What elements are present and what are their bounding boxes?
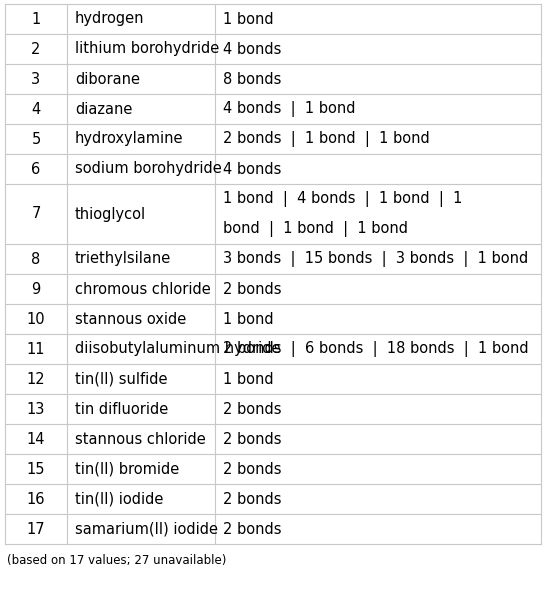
Text: 4 bonds  |  1 bond: 4 bonds | 1 bond — [223, 101, 355, 117]
Text: 5: 5 — [31, 131, 40, 146]
Text: 2 bonds: 2 bonds — [223, 522, 282, 537]
Text: 6: 6 — [31, 162, 40, 177]
Text: 8: 8 — [31, 252, 40, 266]
Text: bond  |  1 bond  |  1 bond: bond | 1 bond | 1 bond — [223, 221, 408, 237]
Text: 2: 2 — [31, 42, 41, 56]
Text: tin(II) sulfide: tin(II) sulfide — [75, 371, 168, 387]
Text: tin difluoride: tin difluoride — [75, 402, 168, 416]
Text: 1 bond: 1 bond — [223, 312, 274, 327]
Text: 2 bonds: 2 bonds — [223, 402, 282, 416]
Text: sodium borohydride: sodium borohydride — [75, 162, 222, 177]
Text: 1: 1 — [31, 11, 40, 27]
Text: 7: 7 — [31, 206, 41, 221]
Text: 4 bonds: 4 bonds — [223, 162, 281, 177]
Text: 9: 9 — [31, 281, 40, 296]
Text: stannous oxide: stannous oxide — [75, 312, 186, 327]
Text: 2 bonds: 2 bonds — [223, 281, 282, 296]
Text: 1 bond: 1 bond — [223, 11, 274, 27]
Text: stannous chloride: stannous chloride — [75, 431, 206, 446]
Text: 16: 16 — [27, 491, 45, 506]
Text: 8 bonds: 8 bonds — [223, 71, 281, 87]
Text: hydroxylamine: hydroxylamine — [75, 131, 183, 146]
Text: 3 bonds  |  15 bonds  |  3 bonds  |  1 bond: 3 bonds | 15 bonds | 3 bonds | 1 bond — [223, 251, 528, 267]
Text: 13: 13 — [27, 402, 45, 416]
Text: chromous chloride: chromous chloride — [75, 281, 211, 296]
Text: hydrogen: hydrogen — [75, 11, 145, 27]
Text: diisobutylaluminum hydride: diisobutylaluminum hydride — [75, 341, 281, 356]
Text: lithium borohydride: lithium borohydride — [75, 42, 219, 56]
Text: 2 bonds  |  6 bonds  |  18 bonds  |  1 bond: 2 bonds | 6 bonds | 18 bonds | 1 bond — [223, 341, 529, 357]
Text: 4: 4 — [31, 102, 40, 117]
Text: 2 bonds: 2 bonds — [223, 462, 282, 477]
Text: 3: 3 — [32, 71, 40, 87]
Text: 14: 14 — [27, 431, 45, 446]
Text: diazane: diazane — [75, 102, 132, 117]
Text: 11: 11 — [27, 341, 45, 356]
Text: triethylsilane: triethylsilane — [75, 252, 171, 266]
Text: diborane: diborane — [75, 71, 140, 87]
Text: tin(II) bromide: tin(II) bromide — [75, 462, 179, 477]
Text: 2 bonds: 2 bonds — [223, 491, 282, 506]
Text: 2 bonds  |  1 bond  |  1 bond: 2 bonds | 1 bond | 1 bond — [223, 131, 430, 147]
Text: 1 bond  |  4 bonds  |  1 bond  |  1: 1 bond | 4 bonds | 1 bond | 1 — [223, 191, 462, 207]
Text: 10: 10 — [27, 312, 45, 327]
Text: 15: 15 — [27, 462, 45, 477]
Text: 17: 17 — [27, 522, 45, 537]
Text: 1 bond: 1 bond — [223, 371, 274, 387]
Text: samarium(II) iodide: samarium(II) iodide — [75, 522, 218, 537]
Text: (based on 17 values; 27 unavailable): (based on 17 values; 27 unavailable) — [7, 554, 227, 567]
Text: 4 bonds: 4 bonds — [223, 42, 281, 56]
Text: 2 bonds: 2 bonds — [223, 431, 282, 446]
Text: thioglycol: thioglycol — [75, 206, 146, 221]
Text: 12: 12 — [27, 371, 45, 387]
Text: tin(II) iodide: tin(II) iodide — [75, 491, 163, 506]
